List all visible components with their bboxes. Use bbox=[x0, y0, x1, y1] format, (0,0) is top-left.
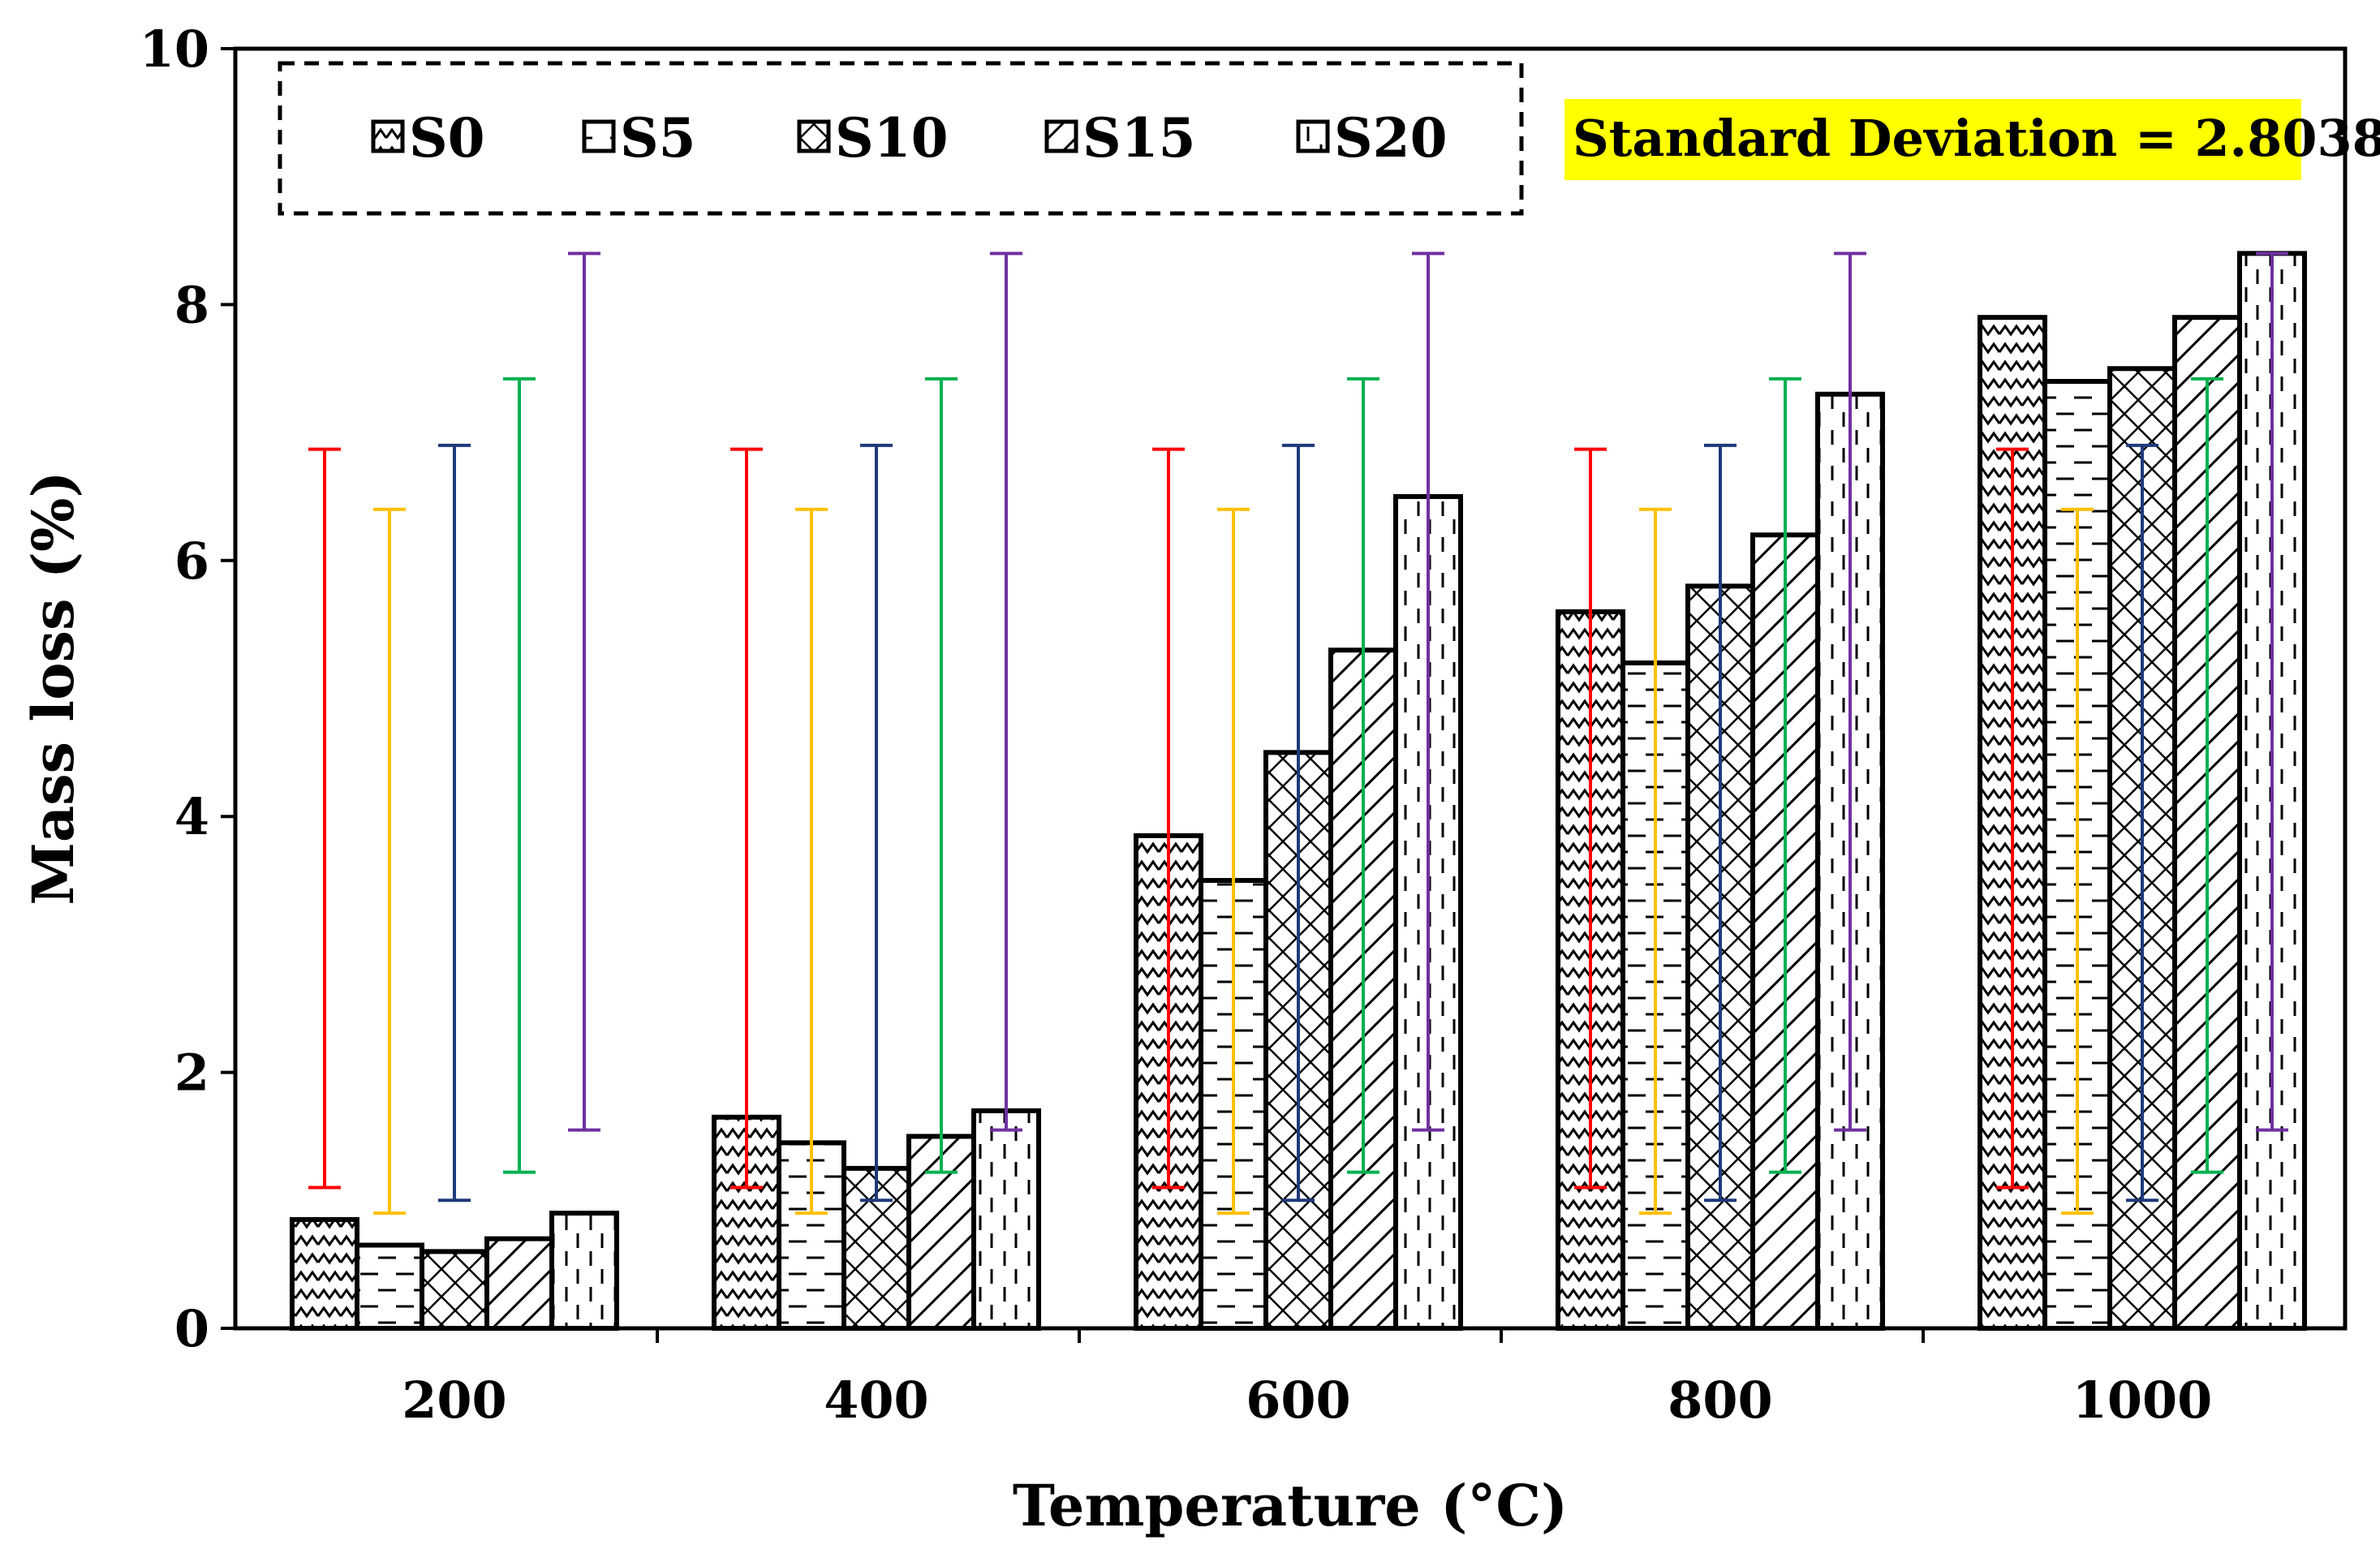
legend-label-s20: S20 bbox=[1334, 106, 1448, 170]
error-bar-s20-400 bbox=[990, 252, 1022, 1132]
error-bar-s20-1000 bbox=[2256, 252, 2288, 1132]
error-bar-s5-200 bbox=[373, 507, 406, 1216]
error-bar-s0-200 bbox=[308, 447, 341, 1190]
error-bar-s15-800 bbox=[1769, 377, 1801, 1174]
error-bar-s15-600 bbox=[1347, 377, 1379, 1174]
error-bar-s5-400 bbox=[795, 507, 828, 1216]
error-bars-layer bbox=[308, 252, 2288, 1216]
bar-s10-200 bbox=[420, 1249, 489, 1332]
x-tick-label: 800 bbox=[1668, 1371, 1772, 1430]
legend: S0 S5 S10 S15 S20 bbox=[278, 61, 1524, 216]
error-bar-s15-400 bbox=[925, 377, 958, 1174]
bar-s5-200 bbox=[355, 1242, 424, 1331]
legend-swatch-s20 bbox=[1296, 119, 1330, 153]
error-bar-s5-1000 bbox=[2061, 507, 2094, 1216]
x-axis-title: Temperature (°C) bbox=[1013, 1472, 1568, 1539]
error-bar-s15-200 bbox=[503, 377, 536, 1174]
std-dev-annotation: Standard Deviation = 2.8038 bbox=[1564, 99, 2380, 180]
legend-swatch-s5 bbox=[582, 119, 616, 153]
error-bar-s10-400 bbox=[860, 443, 893, 1203]
legend-label-s0: S0 bbox=[409, 106, 485, 170]
x-tick-label: 200 bbox=[402, 1371, 506, 1430]
bar-s15-200 bbox=[484, 1236, 554, 1331]
x-tick-label: 400 bbox=[824, 1371, 928, 1430]
legend-swatch-s0 bbox=[371, 119, 405, 153]
error-bar-s20-800 bbox=[1834, 252, 1866, 1132]
bar-s20-400 bbox=[971, 1108, 1041, 1332]
std-dev-text: Standard Deviation = 2.8038 bbox=[1573, 109, 2380, 168]
error-bar-s0-1000 bbox=[1996, 447, 2029, 1190]
bar-s0-200 bbox=[290, 1216, 359, 1331]
legend-label-s15: S15 bbox=[1082, 106, 1196, 170]
error-bar-s15-1000 bbox=[2191, 377, 2223, 1174]
legend-swatch-s10 bbox=[797, 119, 831, 153]
error-bar-s0-600 bbox=[1152, 447, 1185, 1190]
error-bar-s0-800 bbox=[1574, 447, 1607, 1190]
y-tick-label: 10 bbox=[140, 19, 209, 79]
legend-swatch-s15 bbox=[1044, 119, 1078, 153]
error-bar-s10-600 bbox=[1282, 443, 1315, 1203]
std-dev-highlight bbox=[1564, 99, 2301, 180]
x-axis: 200 400 600 800 1000 bbox=[402, 1328, 2212, 1430]
x-tick-label: 1000 bbox=[2072, 1371, 2213, 1430]
bar-s20-200 bbox=[549, 1211, 619, 1331]
y-tick-label: 6 bbox=[174, 531, 209, 591]
x-tick-label: 600 bbox=[1246, 1371, 1350, 1430]
y-axis: 0 2 4 6 8 10 bbox=[140, 19, 235, 1358]
error-bar-s10-1000 bbox=[2126, 443, 2158, 1203]
y-tick-label: 4 bbox=[174, 787, 209, 846]
error-bar-s20-200 bbox=[568, 252, 600, 1132]
error-bar-s10-800 bbox=[1704, 443, 1737, 1203]
y-tick-label: 0 bbox=[174, 1299, 209, 1358]
y-axis-title: Mass loss (%) bbox=[19, 471, 87, 905]
error-bar-s20-600 bbox=[1412, 252, 1444, 1132]
legend-label-s5: S5 bbox=[620, 106, 696, 170]
y-tick-label: 8 bbox=[174, 275, 209, 334]
error-bar-s0-400 bbox=[730, 447, 763, 1190]
error-bar-s5-800 bbox=[1639, 507, 1672, 1216]
error-bar-s5-600 bbox=[1217, 507, 1250, 1216]
y-tick-label: 2 bbox=[174, 1043, 209, 1103]
error-bar-s10-200 bbox=[438, 443, 471, 1203]
legend-label-s10: S10 bbox=[835, 106, 949, 170]
